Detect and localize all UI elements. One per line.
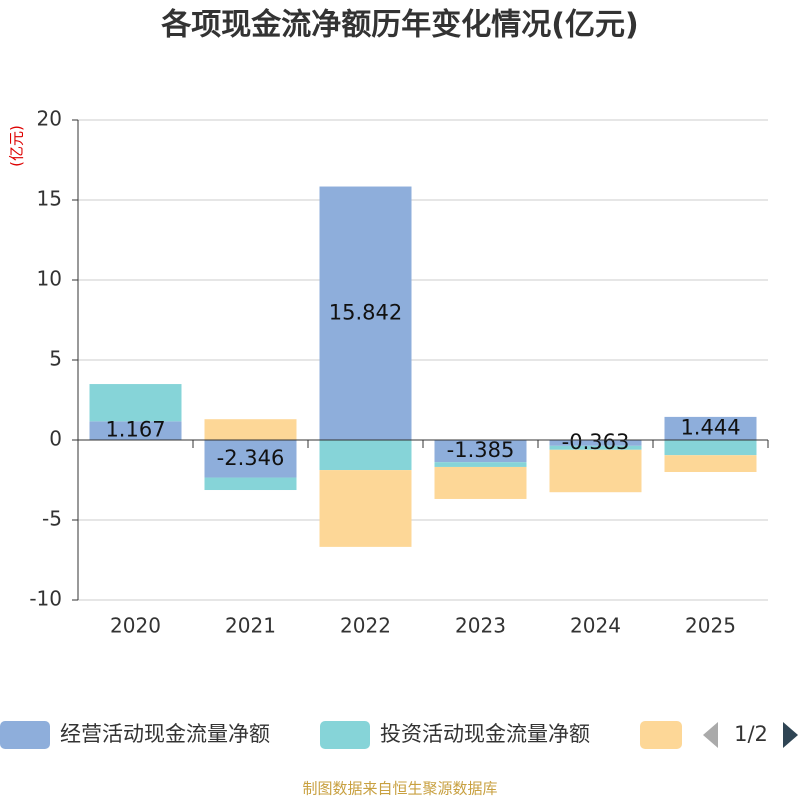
y-tick-label: 5 [49, 347, 62, 371]
bar [664, 455, 757, 472]
legend-prev[interactable] [703, 722, 718, 748]
data-label: 1.167 [105, 418, 165, 442]
x-tick-label: 2020 [110, 614, 161, 638]
bar [434, 466, 527, 499]
bar [434, 462, 527, 467]
data-label: -0.363 [562, 430, 630, 454]
y-axis-label: (亿元) [8, 125, 26, 167]
bar [204, 477, 297, 491]
bar [664, 416, 757, 440]
y-tick-label: 15 [37, 187, 62, 211]
y-tick-label: 10 [37, 267, 62, 291]
data-label: 1.444 [680, 415, 740, 439]
x-tick-label: 2022 [340, 614, 391, 638]
x-tick-label: 2025 [685, 614, 736, 638]
y-tick-label: -5 [42, 507, 62, 531]
bar [319, 186, 412, 440]
bar [434, 440, 527, 463]
source: 制图数据来自恒生聚源数据库 [302, 780, 497, 798]
legend-label: 投资活动现金流量净额 [380, 722, 590, 746]
bar [319, 440, 412, 471]
y-tick-label: 0 [49, 427, 62, 451]
x-tick-label: 2021 [225, 614, 276, 638]
x-tick-label: 2024 [570, 614, 621, 638]
bar [89, 384, 182, 422]
bar [664, 440, 757, 456]
legend-label: 经营活动现金流量净额 [60, 722, 270, 746]
legend-swatch [320, 721, 370, 749]
bar [549, 449, 642, 493]
y-tick-label: 20 [37, 107, 62, 131]
legend-swatch [640, 721, 682, 749]
legend-page: 1/2 [734, 722, 768, 746]
bar [204, 419, 297, 440]
data-label: 15.842 [329, 300, 402, 324]
legend-next[interactable] [783, 722, 798, 748]
x-tick-label: 2023 [455, 614, 506, 638]
bar [204, 440, 297, 478]
bar [549, 445, 642, 450]
bar [319, 470, 412, 547]
chart-title: 各项现金流净额历年变化情况(亿元) [160, 8, 638, 43]
legend-swatch [0, 721, 50, 749]
y-tick-label: -10 [29, 587, 62, 611]
bar [89, 421, 182, 440]
data-label: -1.385 [447, 438, 515, 462]
data-label: -2.346 [217, 446, 285, 470]
bar [549, 440, 642, 446]
